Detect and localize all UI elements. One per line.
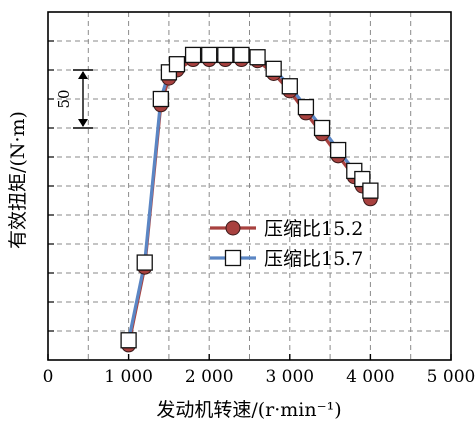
series-layer [120, 46, 379, 353]
x-tick-label: 4 000 [346, 367, 395, 387]
series-2-point [281, 78, 298, 95]
legend-marker-2 [224, 249, 242, 267]
series-2-point [249, 49, 266, 66]
series-2-point [168, 56, 186, 73]
series-2-point [217, 46, 234, 64]
x-tick-label: 2 000 [185, 367, 234, 387]
x-axis-label: 发动机转速/(r·min⁻¹) [156, 399, 341, 421]
grid-lines [48, 12, 451, 360]
y-axis-label: 有效扭矩/(N·m) [7, 111, 29, 249]
scale-bar-arrow-up [78, 71, 88, 79]
series-2-point [313, 119, 331, 137]
legend-label-1: 压缩比15.2 [264, 218, 363, 240]
series-2-point [201, 46, 218, 64]
series-2-point [233, 46, 250, 64]
axes: 0 1 000 2 000 3 000 4 000 5 000 [43, 11, 476, 387]
legend-label-2: 压缩比15.7 [264, 248, 363, 270]
series-2-point [297, 98, 315, 116]
series-2-point [136, 254, 153, 271]
legend-marker-1 [225, 220, 241, 236]
series-2-point [265, 60, 282, 77]
series-2-point [362, 182, 379, 199]
series-2-point [152, 90, 169, 108]
scale-bar: 50 [55, 69, 93, 129]
series-2-point [184, 46, 202, 64]
scale-bar-label: 50 [55, 89, 73, 108]
x-tick-label: 3 000 [265, 367, 314, 387]
series-2-point [120, 332, 137, 349]
series-2-point [330, 141, 347, 159]
x-tick-label: 1 000 [104, 367, 153, 387]
x-tick-label: 5 000 [427, 367, 476, 387]
x-tick-label: 0 [43, 367, 54, 387]
legend: 压缩比15.2 压缩比15.7 [210, 218, 363, 270]
scale-bar-arrow-down [78, 119, 88, 127]
